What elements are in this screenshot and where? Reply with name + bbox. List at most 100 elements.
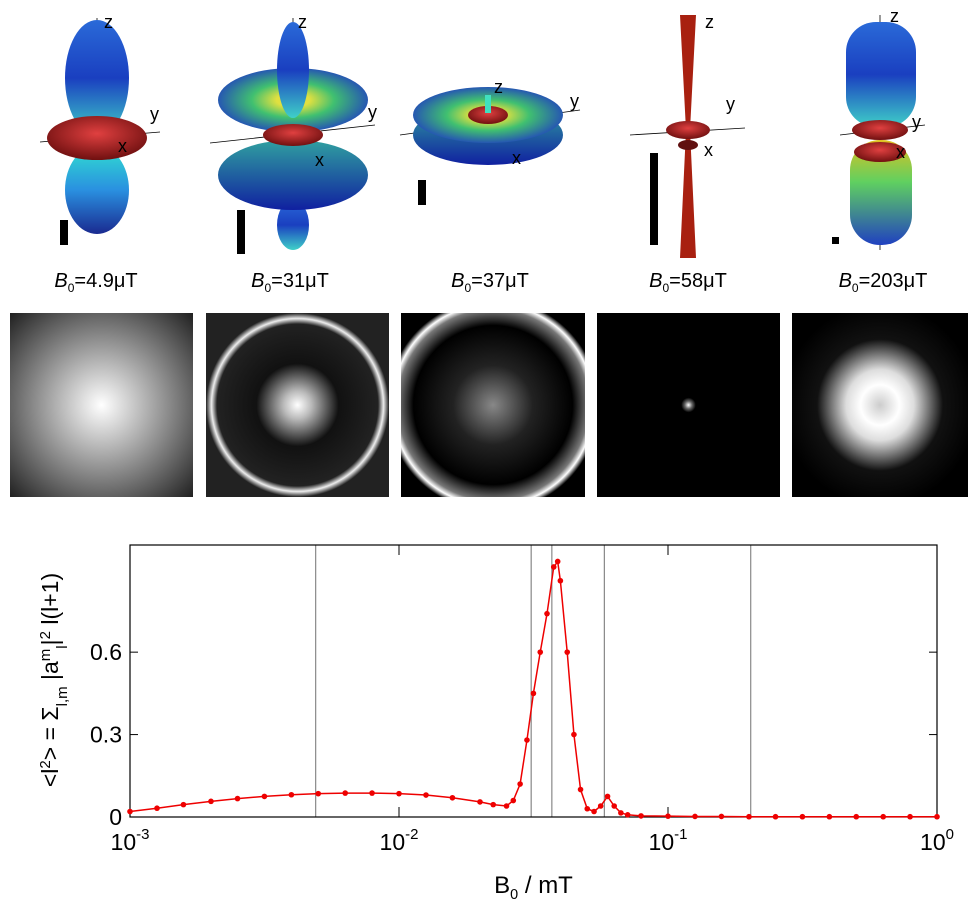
data-point xyxy=(181,802,187,808)
x-tick-exponent: -1 xyxy=(674,826,687,843)
axis-letter: x xyxy=(315,150,324,170)
x-tick-label: 10-3 xyxy=(111,826,150,855)
data-point xyxy=(827,814,833,820)
axis-letter: x xyxy=(118,136,127,156)
data-point xyxy=(907,814,913,820)
panel-label: B0=58μT xyxy=(649,270,727,295)
label-text: =203μT xyxy=(859,270,928,292)
panel-label: B0=37μT xyxy=(451,270,529,295)
projection-images xyxy=(10,313,968,497)
plot-frame xyxy=(130,545,937,817)
y-tick-label: 0.3 xyxy=(90,722,122,748)
data-point xyxy=(544,611,550,617)
x-tick-base: 10 xyxy=(649,829,675,855)
data-point xyxy=(423,792,429,798)
data-point xyxy=(598,803,604,809)
data-point xyxy=(934,814,940,820)
axis-letter: z xyxy=(104,12,113,32)
data-point xyxy=(315,791,321,797)
axis-letter: y xyxy=(726,94,735,114)
panel-renderings xyxy=(40,15,925,258)
data-point xyxy=(800,814,806,820)
data-point xyxy=(369,790,375,796)
axis-letter: y xyxy=(912,112,921,132)
y-label-part: l,m xyxy=(54,686,71,706)
data-point xyxy=(584,806,590,812)
x-tick-base: 10 xyxy=(111,829,137,855)
data-point xyxy=(571,732,577,738)
y-label-part: 2 xyxy=(37,631,54,639)
data-point xyxy=(880,814,886,820)
panel-label: B0=4.9μT xyxy=(54,270,137,295)
panel-label: B0=203μT xyxy=(839,270,928,295)
panel-label: B0=31μT xyxy=(251,270,329,295)
data-point xyxy=(564,649,570,655)
axis-letter: x xyxy=(704,140,713,160)
data-point xyxy=(618,810,624,816)
data-point xyxy=(517,781,523,787)
x-tick-exponent: 0 xyxy=(946,826,954,843)
label-symbol: B xyxy=(251,270,264,292)
data-point xyxy=(235,796,241,802)
label-text: =58μT xyxy=(669,270,727,292)
label-symbol: B xyxy=(54,270,67,292)
data-point xyxy=(342,790,348,796)
data-point xyxy=(524,737,530,743)
data-point xyxy=(605,794,611,800)
label-text: =4.9μT xyxy=(74,270,137,292)
data-point xyxy=(262,794,268,800)
y-tick-label: 0 xyxy=(109,804,122,830)
x-tick-base: 10 xyxy=(920,829,946,855)
data-point xyxy=(396,791,402,797)
data-point xyxy=(504,803,510,809)
x-axis-label: B0 / mT xyxy=(494,872,573,903)
x-tick-exponent: -3 xyxy=(136,826,149,843)
data-point xyxy=(537,649,543,655)
figure: B0=4.9μTzyxB0=31μTzyxB0=37μTzyxB0=58μTzy… xyxy=(0,0,968,906)
axis-letter: z xyxy=(298,12,307,32)
data-point xyxy=(208,799,214,805)
data-point xyxy=(531,691,537,697)
label-text: =37μT xyxy=(471,270,529,292)
x-tick-exponent: -2 xyxy=(405,826,418,843)
y-label-part: |a xyxy=(37,661,63,686)
data-point xyxy=(127,809,133,815)
data-point xyxy=(490,802,496,808)
x-tick-label: 100 xyxy=(920,826,954,855)
label-text: / mT xyxy=(518,872,573,899)
axis-letter: x xyxy=(896,142,905,162)
data-point xyxy=(450,795,456,801)
data-point xyxy=(558,578,564,584)
y-tick-label: 0.6 xyxy=(90,639,122,665)
data-point xyxy=(477,799,483,805)
page: B0=4.9μTzyxB0=31μTzyxB0=37μTzyxB0=58μTzy… xyxy=(0,0,968,906)
axis-letter: y xyxy=(570,91,579,111)
y-axis-label: <l2> = Σl,m |aml|2 l(l+1) xyxy=(37,573,71,787)
label-text: =31μT xyxy=(271,270,329,292)
data-point xyxy=(154,805,160,811)
axis-letter: z xyxy=(890,6,899,26)
data-line xyxy=(130,561,937,816)
data-point xyxy=(692,814,698,820)
data-point xyxy=(555,559,561,565)
y-label-part: 2 xyxy=(37,760,54,768)
data-point xyxy=(773,814,779,820)
x-tick-base: 10 xyxy=(380,829,406,855)
data-point xyxy=(638,813,644,819)
data-point xyxy=(611,803,617,809)
y-label-part: > = Σ xyxy=(37,706,63,760)
data-point xyxy=(746,814,752,820)
axis-letter: y xyxy=(150,104,159,124)
data-point xyxy=(719,814,725,820)
data-point xyxy=(551,564,557,570)
label-symbol: B xyxy=(839,270,852,292)
axis-letter: x xyxy=(512,148,521,168)
axis-letter: z xyxy=(494,77,503,97)
axis-letter: y xyxy=(368,102,377,122)
data-point xyxy=(625,812,631,818)
data-point xyxy=(853,814,859,820)
data-point xyxy=(665,813,671,819)
data-point xyxy=(510,798,516,804)
label-symbol: B xyxy=(649,270,662,292)
data-point xyxy=(289,792,295,798)
